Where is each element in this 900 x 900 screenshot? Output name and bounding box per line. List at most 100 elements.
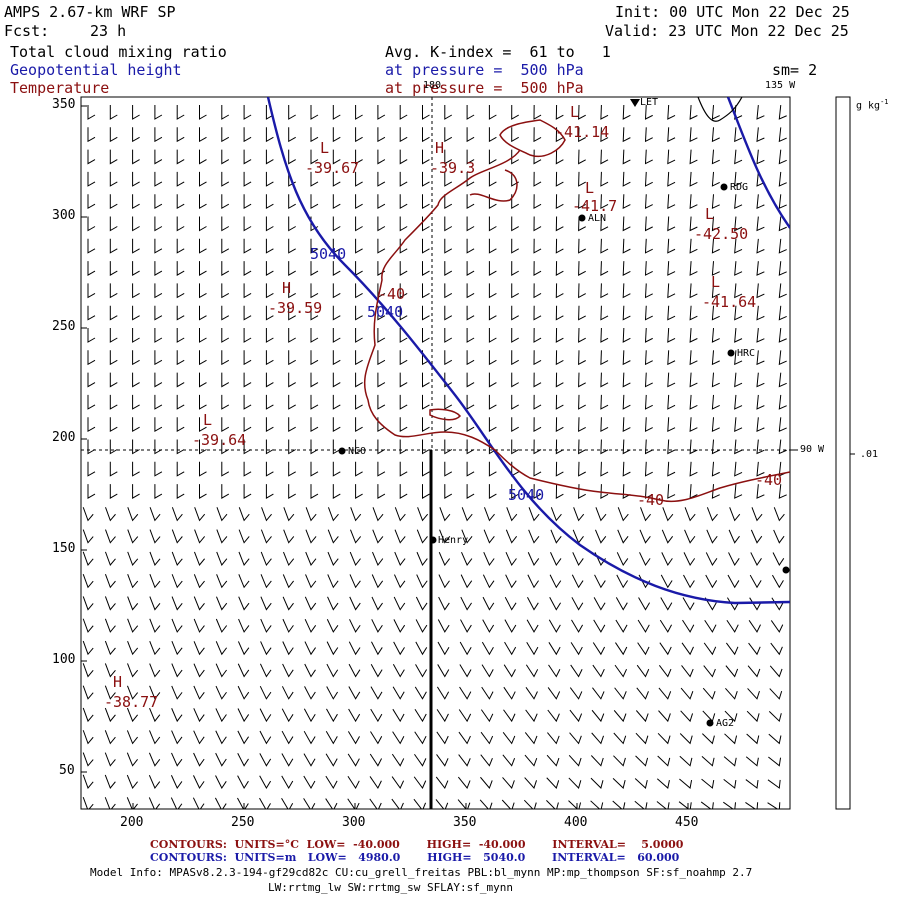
station-let — [630, 99, 640, 107]
wind-barb — [349, 574, 361, 589]
wind-barb — [734, 171, 743, 187]
wind-barb — [756, 261, 765, 276]
wind-barb — [616, 552, 629, 566]
wind-barb — [281, 798, 294, 809]
wind-barb — [460, 574, 473, 589]
wind-barb — [221, 305, 230, 321]
wind-barb — [399, 216, 408, 232]
wind-barb — [658, 687, 672, 700]
station-east — [782, 566, 790, 574]
wind-barb — [533, 461, 542, 477]
wind-barb — [265, 216, 274, 232]
wind-barb — [371, 641, 383, 656]
wind-barb — [592, 664, 605, 678]
wind-barb — [600, 238, 609, 254]
wind-barb — [680, 710, 694, 723]
wind-barb — [265, 439, 274, 455]
wind-barb — [393, 641, 405, 656]
wind-barb — [310, 417, 319, 433]
wind-barb — [243, 417, 252, 433]
wind-barb — [109, 238, 118, 254]
wind-barb — [555, 261, 564, 276]
wind-barb — [461, 551, 473, 566]
wind-barb — [347, 731, 360, 745]
wind-barb — [193, 596, 205, 611]
wind-barb — [636, 664, 650, 678]
wind-barb — [533, 104, 542, 120]
height-label-2: 5040 — [367, 303, 404, 321]
wind-barb — [488, 194, 497, 210]
forecast-label: Fcst: — [4, 22, 50, 40]
wind-barb — [327, 529, 339, 544]
wind-barb — [399, 394, 408, 410]
wind-barb — [778, 394, 787, 410]
wind-barb — [154, 484, 163, 499]
wind-barb — [533, 372, 542, 388]
wind-barb — [369, 776, 382, 789]
wind-barb — [82, 663, 94, 678]
x-tick-450: 450 — [675, 815, 699, 830]
wind-barb — [488, 105, 497, 120]
wind-barb — [399, 305, 408, 321]
wind-barb — [511, 350, 519, 366]
wind-barb — [702, 733, 715, 745]
wind-barb — [644, 417, 653, 433]
wind-barb — [422, 305, 430, 321]
wind-barb — [288, 350, 296, 366]
wind-barb — [310, 328, 319, 343]
wind-barb — [282, 618, 294, 633]
wind-barb — [127, 596, 139, 611]
wind-barb — [199, 283, 207, 299]
wind-barb — [243, 350, 252, 366]
wind-barb — [355, 194, 363, 210]
wind-barb — [578, 261, 586, 276]
wind-barb — [370, 708, 383, 723]
wind-barb — [488, 417, 497, 433]
wind-barb — [548, 664, 561, 678]
wind-barb — [444, 105, 453, 120]
wind-barb — [682, 619, 695, 633]
wind-barb — [310, 283, 319, 299]
wind-barb — [87, 461, 96, 477]
wind-barb — [149, 663, 161, 678]
wind-barb — [260, 596, 272, 611]
wind-barb — [265, 127, 274, 143]
wind-barb — [481, 664, 494, 678]
wind-barb — [221, 350, 230, 366]
wind-barb — [568, 777, 582, 789]
wind-barb — [104, 752, 116, 767]
temp-contour-small — [429, 408, 461, 421]
wind-barb — [171, 641, 183, 656]
wind-barb — [87, 149, 96, 165]
wind-barb — [332, 216, 341, 232]
wind-barb — [533, 417, 542, 433]
wind-barb — [644, 127, 653, 143]
wind-barb — [265, 328, 274, 343]
height-contour-ne — [726, 97, 790, 229]
wind-barb — [555, 283, 564, 299]
wind-barb — [260, 551, 272, 566]
wind-barb — [511, 261, 519, 276]
lon-label-180: 180 — [423, 80, 442, 91]
wind-barb — [282, 663, 294, 678]
wind-barb — [392, 664, 405, 678]
wind-barb — [660, 597, 673, 611]
wind-barb — [657, 732, 671, 745]
wind-barb — [288, 484, 296, 499]
wind-barb — [132, 261, 140, 276]
wind-barb — [193, 708, 205, 723]
wind-barb — [661, 552, 673, 566]
wind-barb — [416, 574, 428, 589]
wind-barb — [756, 194, 765, 210]
wind-barb — [488, 216, 497, 232]
wind-barb — [325, 731, 338, 745]
wind-barb — [282, 574, 295, 589]
wind-barbs — [82, 104, 787, 833]
wind-barb — [154, 261, 163, 276]
wind-barb — [109, 484, 118, 499]
wind-barb — [355, 439, 363, 455]
extremum-kind-7: H — [282, 279, 292, 297]
wind-barb — [435, 776, 449, 789]
wind-barb — [701, 819, 717, 833]
wind-barb — [657, 755, 671, 767]
